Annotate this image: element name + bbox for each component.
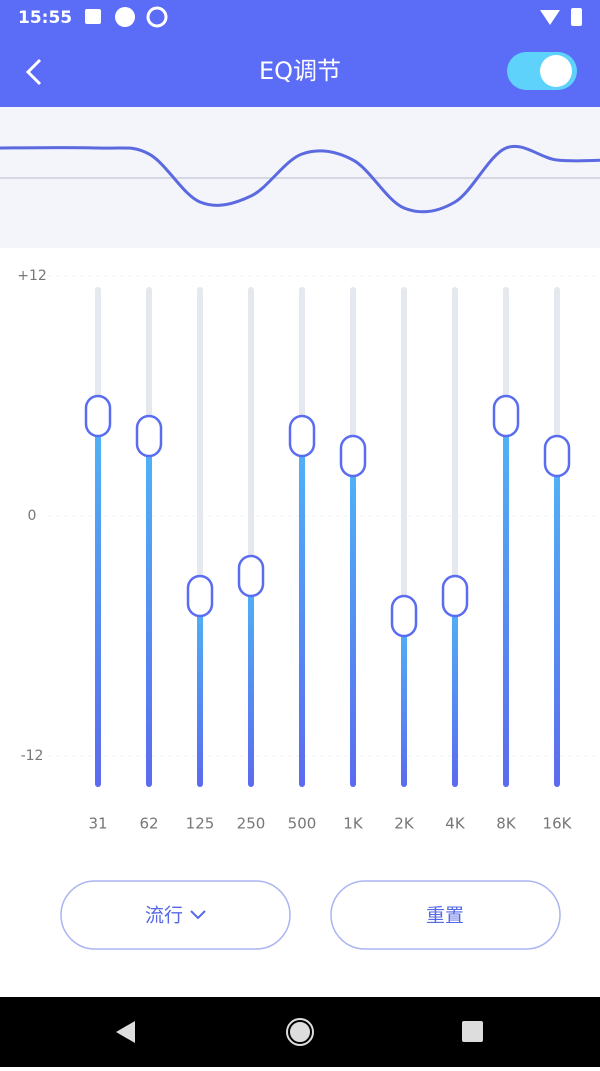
nav-home[interactable] (288, 1020, 312, 1044)
slider-fill (248, 576, 254, 787)
eq-area: +12 0 -12 31 62 125 250 500 1K 2K 4K 8K 16K (0, 144, 600, 833)
slider-knob (441, 574, 469, 618)
slider-knob (84, 394, 112, 438)
slider-knob (543, 434, 571, 478)
reset-button[interactable]: 重置 (330, 880, 561, 950)
slider-fill (554, 456, 560, 787)
slider-knob (135, 414, 163, 458)
nav-back[interactable] (116, 1021, 135, 1043)
status-wifi (540, 10, 560, 25)
slider-fill (401, 616, 407, 787)
button-label: 流行 (145, 905, 183, 927)
toggle-knob (540, 55, 572, 87)
preset-button[interactable]: 流行 (60, 880, 291, 950)
band-label: 250 (237, 815, 266, 833)
slider-fill (452, 596, 458, 787)
nav-recents[interactable] (462, 1021, 483, 1042)
button-label: 重置 (426, 905, 464, 927)
band-label: 31 (88, 815, 107, 833)
y-tick-label: +12 (17, 268, 47, 284)
slider-fill (146, 436, 152, 787)
slider-knob (390, 594, 418, 638)
slider-fill (197, 596, 203, 787)
band-label: 4K (445, 815, 466, 833)
back-button[interactable] (25, 58, 42, 86)
status-icon (85, 9, 101, 24)
slider-fill (95, 416, 101, 787)
status-time: 15:55 (18, 8, 72, 28)
header-title: EQ调节 (259, 57, 341, 85)
band-label: 8K (496, 815, 517, 833)
band-label: 125 (186, 815, 215, 833)
dropdown-arrow (190, 910, 206, 920)
band-label: 2K (394, 815, 415, 833)
slider-knob (288, 414, 316, 458)
band-label: 16K (543, 815, 573, 833)
nav-home-ring (286, 1018, 314, 1046)
slider-knob (186, 574, 214, 618)
band-label: 1K (343, 815, 364, 833)
slider-knob (492, 394, 520, 438)
status-icon (115, 7, 135, 27)
status-icon (146, 6, 168, 28)
band-label: 500 (288, 815, 317, 833)
slider-knob (339, 434, 367, 478)
toggle[interactable] (507, 52, 577, 90)
slider-knob (237, 554, 265, 598)
y-tick-label: 0 (28, 508, 37, 524)
button-outline (330, 880, 561, 950)
button-outline (60, 880, 291, 950)
slider-fill (299, 436, 305, 787)
slider-fill (350, 456, 356, 787)
eq-curve (0, 144, 600, 214)
status-battery (571, 8, 582, 26)
slider-fill (503, 416, 509, 787)
band-label: 62 (139, 815, 158, 833)
y-tick-label: -12 (21, 748, 44, 764)
